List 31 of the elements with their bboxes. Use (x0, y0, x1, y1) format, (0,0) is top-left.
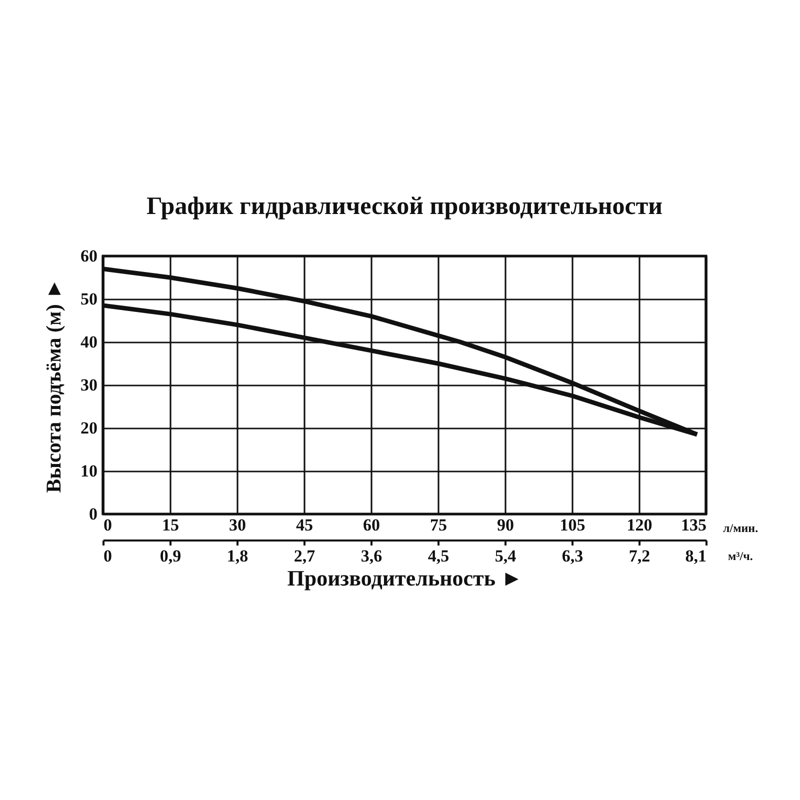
x2-tick-label: 4,5 (428, 546, 450, 566)
x2-tick-label: 5,4 (494, 546, 517, 566)
x2-tick-label: 2,7 (294, 546, 316, 566)
y-tick-label: 50 (80, 290, 98, 308)
x-tick-label: 30 (229, 516, 246, 534)
x2-tick-label: 7,2 (628, 546, 650, 566)
x-axis-title: Производительность ► (287, 566, 523, 590)
x2-tick-label: 8,1 (685, 546, 706, 566)
y-tick-label: 60 (80, 246, 98, 266)
text: м³/ч. (728, 549, 753, 563)
x2-tick-label: 0 (104, 546, 112, 566)
x-tick-label: 105 (560, 516, 586, 534)
x-tick-label: 75 (430, 516, 447, 534)
x2-tick-label: 3,6 (360, 546, 382, 566)
x2-tick-label: 0,9 (160, 546, 182, 566)
y-axis-title: Высота подъёма (м) ► (42, 278, 66, 493)
x-tick-label: 135 (681, 516, 706, 534)
y-tick-label: 20 (80, 418, 98, 438)
x2-tick-label: 6,3 (562, 546, 584, 566)
x-tick-label: 45 (296, 516, 313, 534)
x-tick-label: 60 (363, 516, 380, 534)
y-tick-label: 10 (80, 462, 98, 480)
x-tick-label: 120 (626, 516, 652, 534)
x-tick-label: 90 (497, 516, 514, 534)
y-tick-label: 30 (80, 376, 98, 394)
x2-tick-label: 1,8 (226, 546, 248, 566)
y-tick-label: 40 (80, 332, 98, 352)
chart-title: График гидравлической производительности (146, 193, 663, 220)
x-tick-label: 15 (162, 516, 179, 534)
text: л/мин. (723, 521, 758, 535)
x-tick-label: 0 (104, 516, 112, 534)
